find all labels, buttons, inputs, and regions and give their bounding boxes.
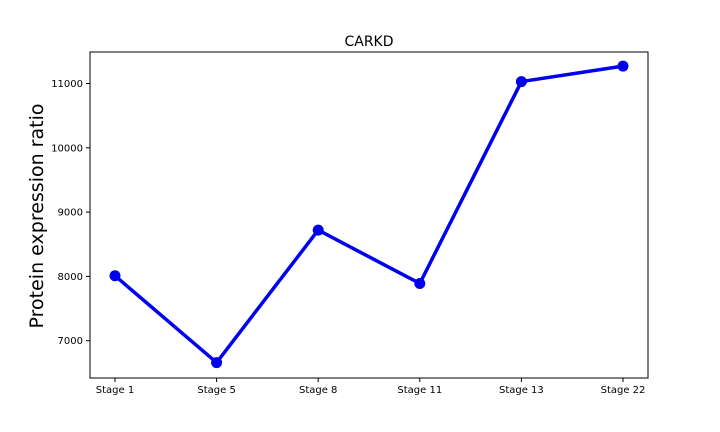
data-point	[414, 277, 426, 289]
x-tick-label: Stage 22	[601, 385, 646, 396]
series-line	[113, 64, 625, 365]
plot-frame	[89, 51, 649, 379]
data-point	[109, 270, 121, 282]
x-tick-label: Stage 1	[96, 385, 134, 396]
x-tick-label: Stage 5	[197, 385, 235, 396]
data-point	[312, 224, 324, 236]
y-tick-label: 10000	[51, 143, 83, 154]
y-axis-title: Protein expression ratio	[26, 104, 48, 329]
x-tick-label: Stage 8	[299, 385, 337, 396]
x-tick-label: Stage 11	[397, 385, 442, 396]
data-point	[515, 76, 527, 88]
chart-title: CARKD	[344, 34, 393, 50]
plot-area: 7000 8000 9000 10000 11000 Stage 1 Stage 5 Stag…	[51, 51, 649, 396]
x-tick-label: Stage 13	[499, 385, 544, 396]
y-tick-label: 7000	[58, 336, 83, 347]
data-point	[211, 357, 223, 369]
y-tick-label: 11000	[51, 79, 83, 90]
data-point	[617, 60, 629, 72]
y-tick-label: 9000	[58, 208, 83, 219]
y-tick-label: 8000	[58, 272, 83, 283]
